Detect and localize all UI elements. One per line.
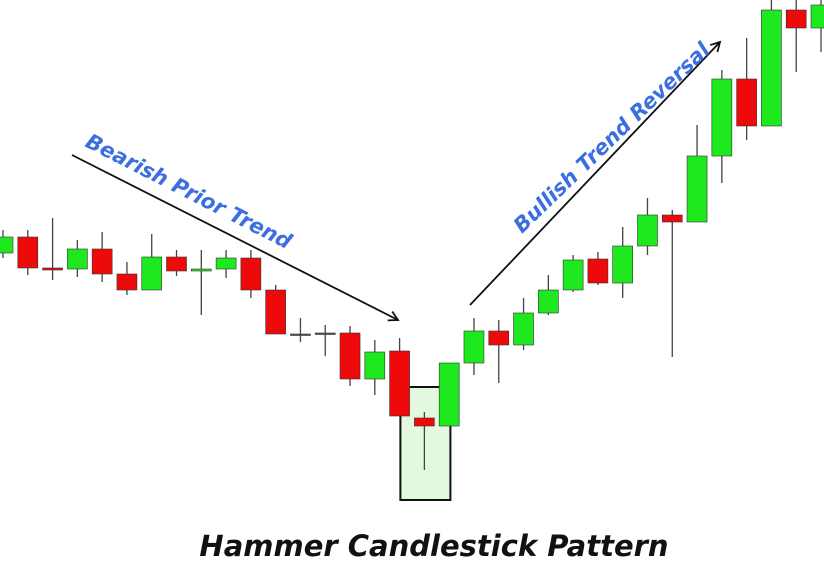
candle-body bbox=[91, 248, 113, 275]
candle-body bbox=[463, 330, 485, 364]
candle-body bbox=[339, 332, 361, 380]
candle-body bbox=[513, 312, 534, 346]
candle-body bbox=[587, 258, 609, 284]
candle-body bbox=[810, 4, 824, 29]
candle-body bbox=[67, 248, 88, 270]
candle-body bbox=[0, 236, 14, 254]
candle-body bbox=[686, 155, 708, 223]
candle-body bbox=[290, 333, 311, 336]
candle-body bbox=[637, 214, 658, 247]
candle-body bbox=[42, 267, 63, 271]
annotation: Bearish Prior Trend bbox=[82, 129, 297, 254]
candle-body bbox=[414, 417, 435, 427]
candle-body bbox=[141, 256, 163, 291]
candle-body bbox=[265, 289, 286, 335]
candle-body bbox=[364, 351, 386, 380]
candle-body bbox=[661, 214, 683, 223]
chart-title: Hammer Candlestick Pattern bbox=[199, 529, 668, 563]
candle-body bbox=[314, 332, 336, 335]
candle-body bbox=[785, 9, 807, 29]
candle-body bbox=[761, 9, 782, 127]
candle-body bbox=[240, 257, 262, 291]
candle-body bbox=[17, 236, 39, 269]
candle-body bbox=[191, 268, 212, 272]
candle-body bbox=[488, 330, 510, 346]
candle-body bbox=[389, 350, 410, 417]
candle-body bbox=[562, 259, 584, 291]
candle-body bbox=[438, 362, 460, 427]
candle-body bbox=[538, 289, 559, 314]
candle-body bbox=[166, 256, 187, 272]
candle-body bbox=[215, 257, 237, 270]
candle-body bbox=[736, 78, 757, 127]
arrow bbox=[71, 154, 400, 322]
arrow bbox=[469, 40, 722, 306]
candle-body bbox=[612, 245, 633, 284]
annotation: Bullish Trend Reversal bbox=[509, 37, 715, 237]
candle-body bbox=[711, 78, 733, 157]
candle-body bbox=[116, 273, 138, 291]
